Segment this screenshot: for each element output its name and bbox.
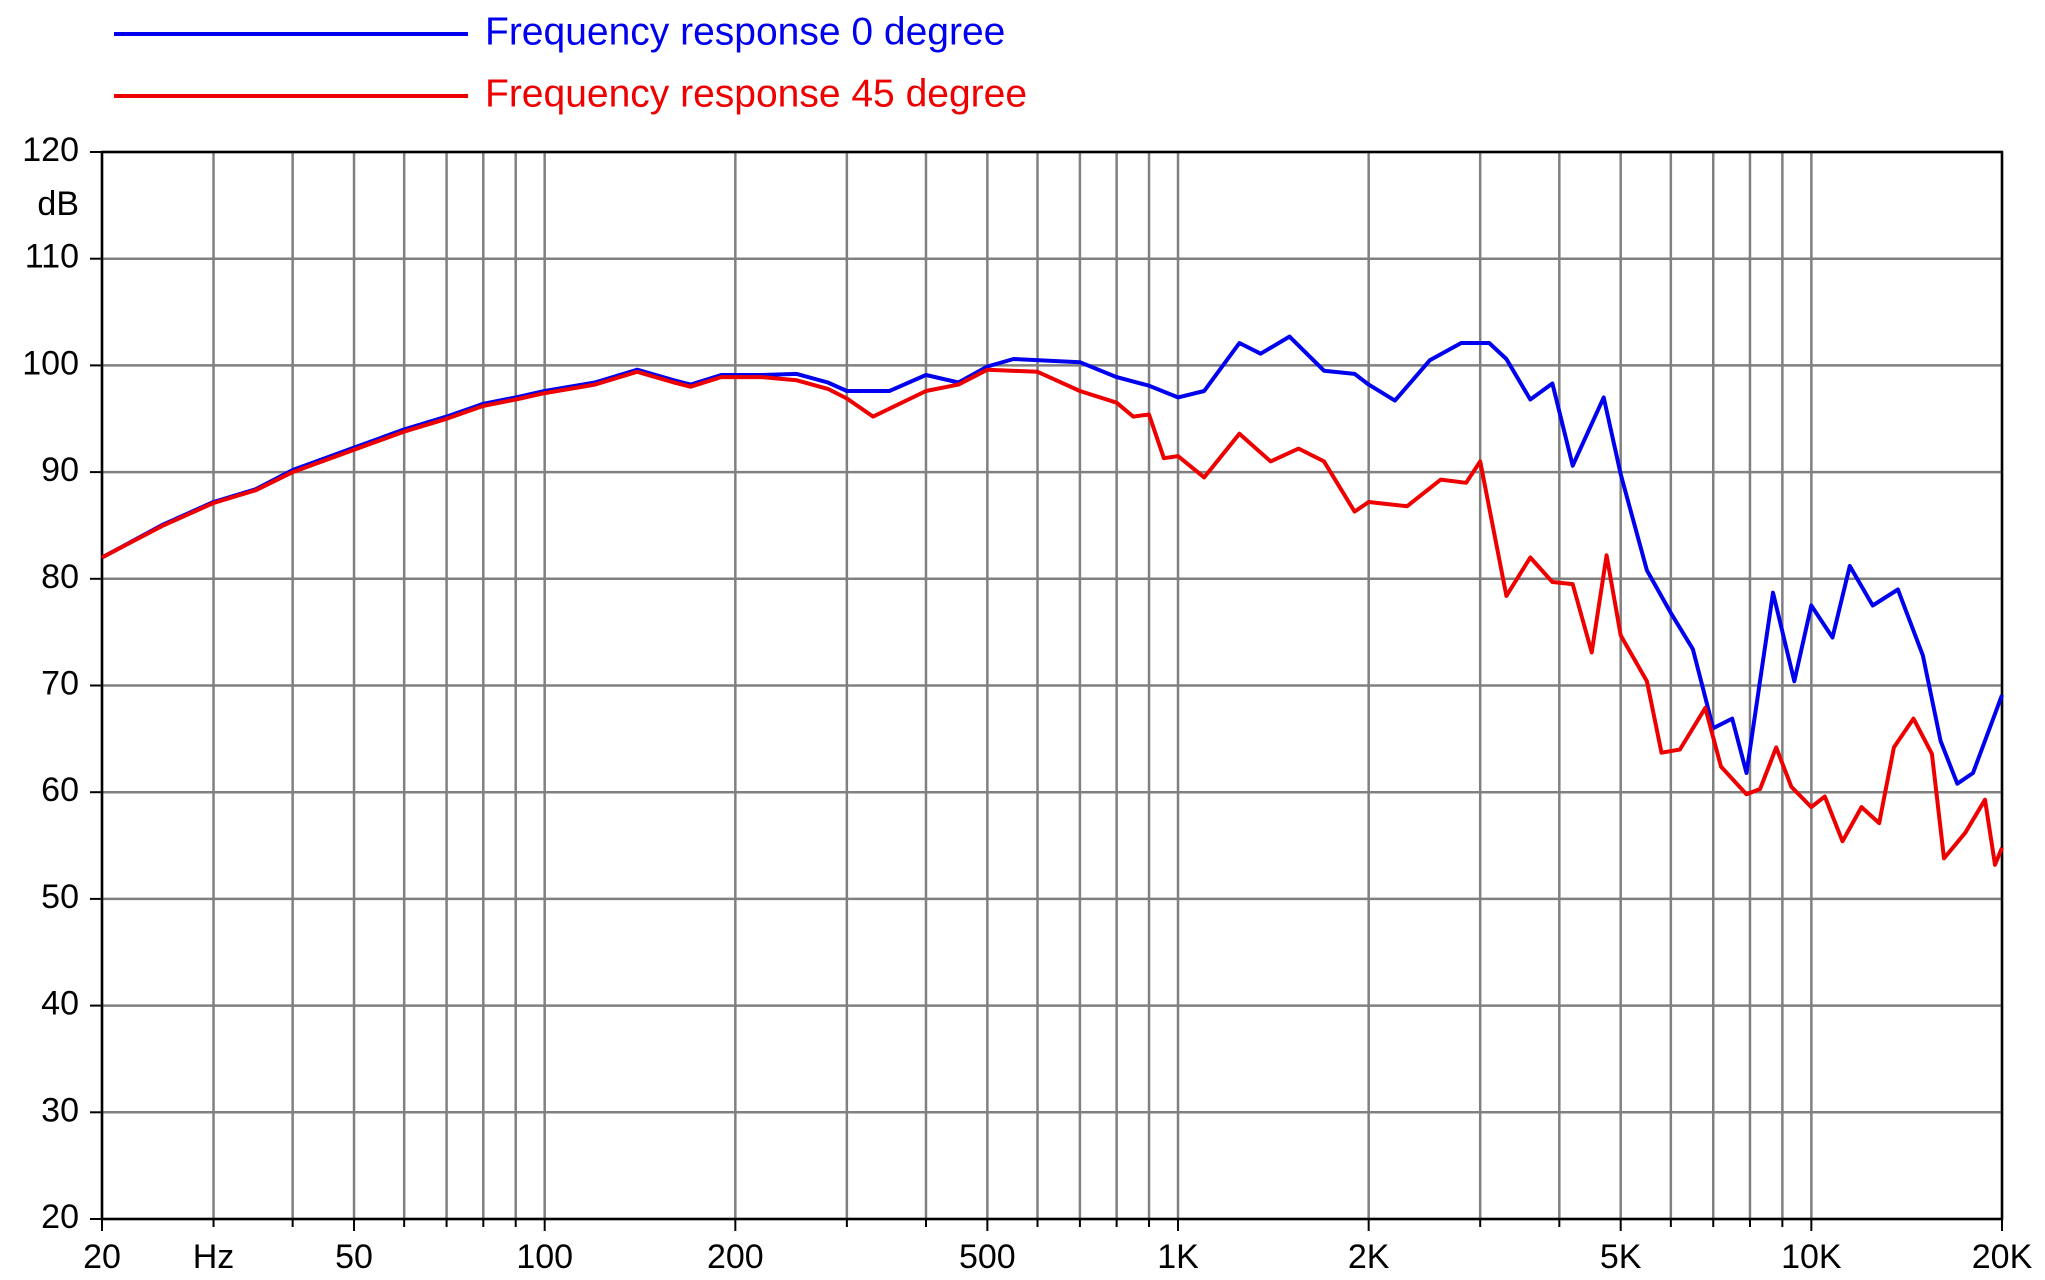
x-tick-label: 2K bbox=[1348, 1238, 1390, 1276]
x-tick-label: 100 bbox=[516, 1238, 573, 1276]
series-line bbox=[101, 334, 2004, 786]
y-tick-label: 90 bbox=[41, 451, 79, 489]
x-tick-label: 50 bbox=[335, 1238, 373, 1276]
y-tick-label: 50 bbox=[41, 878, 79, 916]
series-line bbox=[101, 367, 2004, 867]
x-tick-label: 10K bbox=[1781, 1238, 1842, 1276]
x-tick-label: 1K bbox=[1157, 1238, 1199, 1276]
y-tick-label: 60 bbox=[41, 771, 79, 809]
y-axis-label: dB bbox=[37, 185, 79, 223]
y-tick-label: 100 bbox=[22, 344, 79, 382]
x-tick-label: 200 bbox=[707, 1238, 764, 1276]
legend-label: Frequency response 45 degree bbox=[485, 72, 1027, 115]
x-tick-label: 20 bbox=[83, 1238, 121, 1276]
y-tick-label: 110 bbox=[25, 238, 79, 276]
y-tick-label: 70 bbox=[41, 664, 79, 702]
legend-label: Frequency response 0 degree bbox=[485, 10, 1005, 53]
x-axis-label: Hz bbox=[193, 1238, 235, 1276]
x-tick-label: 5K bbox=[1600, 1238, 1642, 1276]
x-tick-label: 500 bbox=[959, 1238, 1016, 1276]
plot-frame bbox=[100, 150, 2004, 1221]
y-tick-label: 80 bbox=[41, 558, 79, 596]
y-tick-label: 30 bbox=[41, 1091, 79, 1129]
x-tick-label: 20K bbox=[1972, 1238, 2033, 1276]
y-tick-label: 120 bbox=[22, 131, 79, 169]
y-tick-label: 40 bbox=[41, 985, 79, 1023]
y-tick-label: 20 bbox=[41, 1198, 79, 1236]
